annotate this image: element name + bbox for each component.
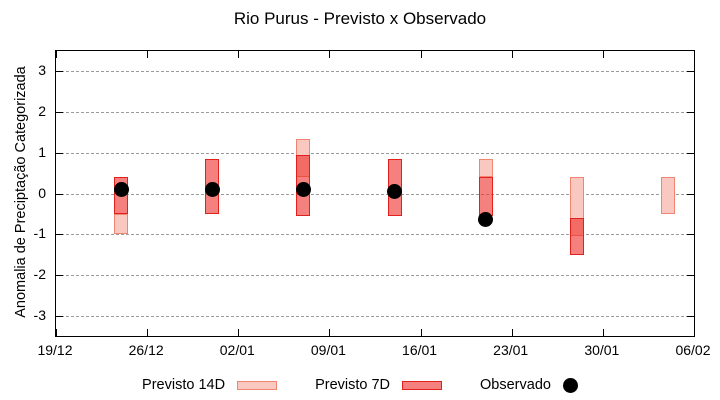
y-tick-mark	[687, 234, 694, 236]
legend-label-previsto-14d: Previsto 14D	[142, 377, 226, 393]
legend-item-previsto-14d: Previsto 14D	[142, 377, 278, 393]
y-tick-mark	[56, 274, 63, 276]
x-tick-mark	[329, 51, 331, 58]
previsto-7d-range-bar	[478, 177, 493, 216]
y-tick-label: -2	[33, 265, 46, 282]
y-tick-label: 1	[38, 143, 46, 160]
gridline	[56, 234, 694, 236]
legend-label-previsto-7d: Previsto 7D	[315, 377, 391, 393]
x-tick-mark	[511, 329, 513, 336]
x-tick-mark	[420, 329, 422, 336]
observado-dot	[204, 181, 220, 197]
x-tick-mark	[238, 329, 240, 336]
gridline	[56, 152, 694, 154]
observado-dot-icon	[562, 377, 578, 393]
x-tick-mark	[329, 329, 331, 336]
observado-dot	[295, 181, 311, 197]
y-tick-mark	[56, 234, 63, 236]
x-tick-label: 02/01	[219, 342, 255, 358]
y-tick-mark	[56, 315, 63, 317]
chart-legend: Previsto 14D Previsto 7D Observado	[0, 377, 720, 393]
observado-dot	[387, 183, 403, 199]
x-tick-mark	[56, 51, 57, 58]
y-tick-mark	[56, 112, 63, 114]
previsto-7d-swatch-icon	[402, 380, 443, 390]
y-tick-mark	[56, 152, 63, 154]
y-tick-mark	[687, 152, 694, 154]
x-tick-mark	[420, 51, 422, 58]
observado-dot	[478, 212, 494, 228]
gridline	[56, 112, 694, 114]
x-tick-label: 16/01	[402, 342, 438, 358]
previsto-14d-swatch-icon	[237, 380, 278, 390]
y-tick-label: -3	[33, 306, 46, 323]
y-tick-mark	[687, 274, 694, 276]
gridline	[56, 315, 694, 317]
x-tick-mark	[147, 51, 149, 58]
y-tick-label: 2	[38, 103, 46, 120]
y-tick-mark	[56, 193, 63, 195]
x-tick-mark	[511, 51, 513, 58]
y-tick-mark	[56, 71, 63, 73]
gridline	[56, 71, 694, 73]
x-tick-mark	[56, 329, 57, 336]
x-tick-label: 26/12	[128, 342, 164, 358]
gridline	[56, 274, 694, 276]
previsto-14d-range-bar	[114, 213, 129, 235]
x-tick-mark	[602, 51, 604, 58]
chart-title: Rio Purus - Previsto x Observado	[233, 9, 487, 28]
legend-label-observado: Observado	[480, 377, 551, 393]
legend-item-previsto-7d: Previsto 7D	[315, 377, 443, 393]
x-tick-label: 19/12	[37, 342, 73, 358]
previsto-7d-range-bar	[569, 217, 584, 255]
observado-dot	[113, 181, 129, 197]
y-tick-label: 3	[38, 62, 46, 79]
y-tick-mark	[687, 71, 694, 73]
x-tick-label: 23/01	[493, 342, 529, 358]
y-tick-label: 0	[38, 184, 46, 201]
x-tick-mark	[694, 329, 695, 336]
x-tick-mark	[694, 51, 695, 58]
x-tick-label: 09/01	[310, 342, 346, 358]
x-tick-mark	[238, 51, 240, 58]
previsto-14d-range-bar	[478, 158, 493, 178]
x-tick-label: 30/01	[584, 342, 620, 358]
x-tick-label: 06/02	[675, 342, 711, 358]
plot-area	[55, 50, 695, 337]
y-tick-mark	[687, 315, 694, 317]
legend-item-observado: Observado	[480, 377, 578, 393]
gridline	[56, 193, 694, 195]
x-tick-mark	[602, 329, 604, 336]
y-tick-mark	[687, 193, 694, 195]
y-tick-mark	[687, 112, 694, 114]
y-tick-label: -1	[33, 225, 46, 242]
previsto-14d-range-bar	[660, 177, 675, 214]
x-tick-mark	[147, 329, 149, 336]
